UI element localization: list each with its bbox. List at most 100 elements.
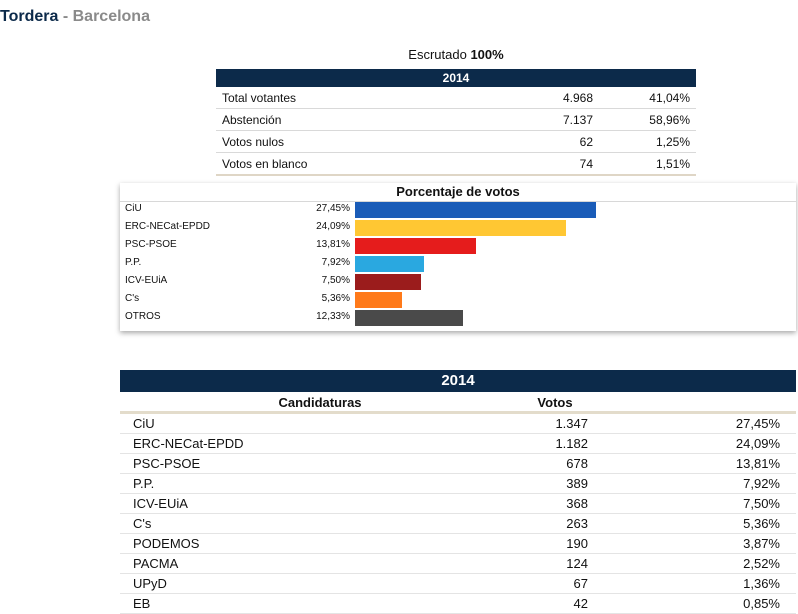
chart-bar-row: P.P. 7,92%: [120, 255, 796, 273]
vote-count: 124: [520, 553, 590, 574]
chart-bar-row: C's 5,36%: [120, 291, 796, 309]
vote-count: 263: [520, 513, 590, 534]
summary-year-header: 2014: [216, 69, 696, 87]
summary-label: Votos nulos: [216, 130, 484, 153]
column-header-votes: Votos: [520, 393, 590, 414]
province-name: Barcelona: [72, 8, 150, 25]
table-row: PODEMOS 190 3,87%: [120, 533, 796, 554]
chart-value-label: 5,36%: [321, 293, 350, 304]
chart-bar-row: OTROS 12,33%: [120, 309, 796, 327]
party-name: PSC-PSOE: [120, 453, 520, 474]
summary-count: 62: [483, 130, 599, 153]
party-name: EB: [120, 593, 520, 614]
vote-percentage: 7,92%: [590, 473, 796, 494]
vote-percentage: 7,50%: [590, 493, 796, 514]
vote-count: 389: [520, 473, 590, 494]
chart-title: Porcentaje de votos: [396, 184, 520, 199]
summary-pct: 1,25%: [599, 130, 696, 153]
chart-bar-row: ERC-NECat-EPDD 24,09%: [120, 219, 796, 237]
chart-value-label: 7,50%: [321, 275, 350, 286]
vote-count: 368: [520, 493, 590, 514]
chart-bar: [355, 202, 596, 218]
party-name: ICV-EUiA: [120, 493, 520, 514]
chart-bar: [355, 310, 463, 326]
vote-count: 1.182: [520, 433, 590, 454]
chart-category-label: ERC-NECat-EPDD: [125, 221, 211, 232]
page-title: Tordera - Barcelona: [0, 8, 150, 26]
chart-category-label: C's: [125, 293, 140, 304]
escrutado-value: 100%: [470, 47, 504, 62]
vote-percentage: 27,45%: [590, 412, 796, 434]
vote-count: 1.347: [520, 412, 590, 434]
chart-category-label: ICV-EUiA: [125, 275, 168, 286]
chart-value-label: 27,45%: [316, 203, 350, 214]
chart-value-label: 13,81%: [316, 239, 350, 250]
vote-percentage: 1,36%: [590, 573, 796, 594]
chart-bar-row: PSC-PSOE 13,81%: [120, 237, 796, 255]
party-name: C's: [120, 513, 520, 534]
table-row: ICV-EUiA 368 7,50%: [120, 493, 796, 514]
chart-bar: [355, 220, 566, 236]
vote-count: 190: [520, 533, 590, 554]
summary-label: Abstención: [216, 108, 484, 131]
escrutado-line: Escrutado 100%: [216, 47, 696, 62]
column-header-party: Candidaturas: [120, 393, 520, 414]
summary-table: 2014 Total votantes 4.968 41,04% Abstenc…: [216, 69, 696, 176]
chart-category-label: P.P.: [125, 257, 142, 268]
summary-pct: 1,51%: [599, 152, 696, 176]
chart-bar: [355, 238, 476, 254]
vote-percentage: 0,85%: [590, 593, 796, 614]
chart-bar-row: ICV-EUiA 7,50%: [120, 273, 796, 291]
vote-percentage: 2,52%: [590, 553, 796, 574]
table-row: PSC-PSOE 678 13,81%: [120, 453, 796, 474]
title-separator: -: [58, 8, 73, 25]
municipality-name: Tordera: [0, 8, 59, 25]
summary-label: Total votantes: [216, 87, 484, 109]
chart-value-label: 12,33%: [316, 311, 350, 322]
summary-row: Votos nulos 62 1,25%: [216, 130, 696, 153]
vote-percentage: 24,09%: [590, 433, 796, 454]
vote-count: 42: [520, 593, 590, 614]
chart-bar: [355, 256, 424, 272]
table-row: UPyD 67 1,36%: [120, 573, 796, 594]
party-name: PODEMOS: [120, 533, 520, 554]
chart-category-label: OTROS: [125, 311, 161, 322]
summary-row: Abstención 7.137 58,96%: [216, 108, 696, 131]
party-name: P.P.: [120, 473, 520, 494]
table-row: C's 263 5,36%: [120, 513, 796, 534]
vote-percentage: 5,36%: [590, 513, 796, 534]
table-row: PACMA 124 2,52%: [120, 553, 796, 574]
table-row: EB 42 0,85%: [120, 593, 796, 614]
party-name: ERC-NECat-EPDD: [120, 433, 520, 454]
chart-category-label: PSC-PSOE: [125, 239, 177, 250]
vote-percentage: 13,81%: [590, 453, 796, 474]
summary-count: 7.137: [483, 108, 599, 131]
summary-row: Votos en blanco 74 1,51%: [216, 152, 696, 176]
summary-pct: 41,04%: [599, 87, 696, 109]
summary-label: Votos en blanco: [216, 152, 484, 176]
results-table: Candidaturas Votos CiU 1.347 27,45% ERC-NEC…: [120, 393, 796, 614]
summary-count: 74: [483, 152, 599, 176]
chart-category-label: CiU: [125, 203, 142, 214]
party-name: CiU: [120, 412, 520, 434]
summary-pct: 58,96%: [599, 108, 696, 131]
chart-bar: [355, 274, 421, 290]
table-row: CiU 1.347 27,45%: [120, 412, 796, 434]
column-header-pct: [590, 393, 796, 414]
summary-count: 4.968: [483, 87, 599, 109]
chart-bar-row: CiU 27,45%: [120, 201, 796, 219]
table-row: P.P. 389 7,92%: [120, 473, 796, 494]
party-name: UPyD: [120, 573, 520, 594]
chart-value-label: 7,92%: [321, 257, 350, 268]
vote-percentage: 3,87%: [590, 533, 796, 554]
escrutado-label: Escrutado: [408, 47, 467, 62]
summary-row: Total votantes 4.968 41,04%: [216, 87, 696, 109]
table-row: ERC-NECat-EPDD 1.182 24,09%: [120, 433, 796, 454]
chart-value-label: 24,09%: [316, 221, 350, 232]
vote-count: 67: [520, 573, 590, 594]
vote-count: 678: [520, 453, 590, 474]
chart-bar: [355, 292, 402, 308]
vote-percentage-chart: Porcentaje de votos CiU 27,45% ERC-NECat-E…: [120, 183, 796, 331]
chart-divider: [120, 201, 796, 202]
party-name: PACMA: [120, 553, 520, 574]
